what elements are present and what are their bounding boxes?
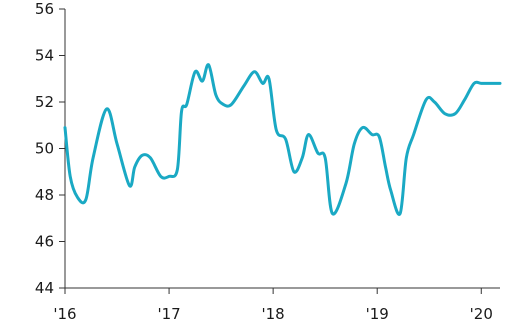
x-tick-label: '18 xyxy=(262,305,285,323)
x-tick-label: '17 xyxy=(157,305,180,323)
plot-area xyxy=(63,63,502,216)
y-axis: 44 46 48 50 52 54 56 xyxy=(35,0,66,297)
y-tick-label: 48 xyxy=(35,186,54,204)
x-axis: '16 '17 '18 '19 '20 xyxy=(53,287,500,323)
y-tick-label: 44 xyxy=(35,279,54,297)
y-tick-label: 52 xyxy=(35,93,54,111)
y-tick-label: 50 xyxy=(35,140,54,158)
y-tick-label: 54 xyxy=(35,47,54,65)
x-tick-label: '16 xyxy=(53,305,76,323)
x-tick-label: '19 xyxy=(366,305,389,323)
x-tick-label: '20 xyxy=(470,305,493,323)
y-tick-label: 46 xyxy=(35,233,54,251)
y-tick-label: 56 xyxy=(35,0,54,18)
series-line xyxy=(63,63,502,216)
